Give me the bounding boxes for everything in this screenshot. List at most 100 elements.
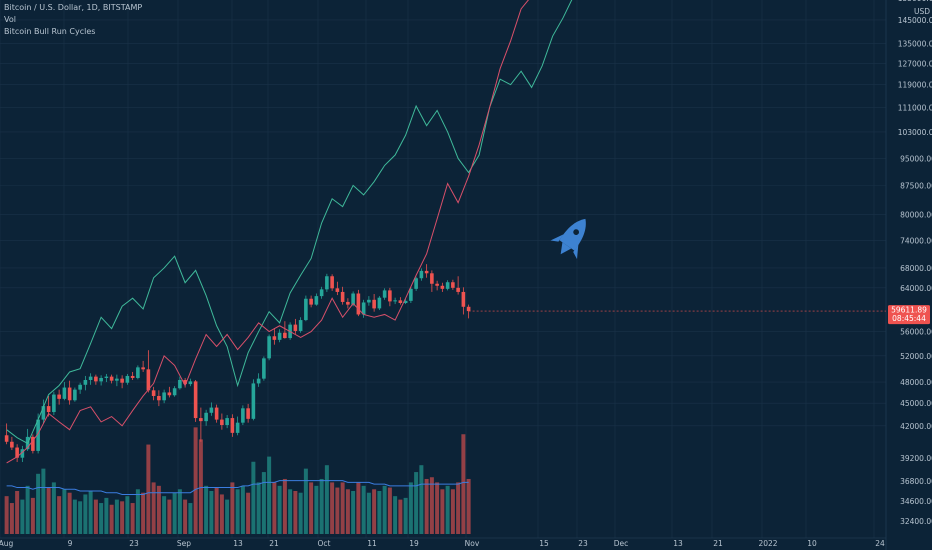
candle-body	[94, 376, 98, 382]
volume-bar	[324, 465, 329, 534]
volume-bar	[277, 485, 282, 534]
candle-body	[309, 298, 313, 305]
candle-body	[424, 270, 429, 274]
volume-bar	[246, 492, 251, 534]
volume-bar	[177, 489, 182, 534]
price-tick-label: 64000.00	[900, 284, 932, 293]
volume-bar	[146, 444, 151, 534]
price-tick-label: 48000.00	[900, 378, 932, 387]
time-tick-label: Nov	[465, 539, 480, 548]
candle-body	[52, 394, 56, 413]
volume-bar	[67, 492, 72, 534]
candle-body	[409, 288, 413, 301]
candle-body	[225, 418, 229, 425]
volume-bar	[183, 499, 188, 534]
volume-bar	[36, 473, 41, 534]
time-tick-label: 23	[578, 539, 588, 548]
volume-bar	[356, 482, 361, 534]
candle-body	[146, 369, 151, 391]
candle-body	[120, 378, 124, 383]
candle-body	[57, 394, 61, 399]
candle-body	[104, 376, 109, 378]
volume-bar	[167, 499, 172, 534]
candle-body	[214, 407, 219, 420]
candle-body	[4, 435, 9, 442]
volume-bar	[345, 489, 350, 534]
volume-indicator-label[interactable]: Vol	[4, 15, 16, 24]
volume-bar	[4, 496, 9, 534]
volume-bar	[440, 489, 445, 534]
volume-bar	[15, 491, 20, 534]
time-tick-label: 13	[673, 539, 683, 548]
candle-body	[456, 287, 460, 292]
volume-bar	[309, 482, 314, 534]
candle-body	[41, 406, 46, 420]
volume-bar	[298, 492, 303, 534]
volume-bar	[377, 491, 382, 534]
bull-run-indicator-label[interactable]: Bitcoin Bull Run Cycles	[4, 27, 96, 36]
volume-bar	[435, 482, 440, 534]
cycle-line-green	[6, 0, 573, 445]
volume-bars	[4, 427, 471, 534]
time-tick-label: 15	[539, 539, 549, 548]
candle-body	[31, 436, 35, 451]
volume-bar	[204, 485, 209, 534]
candle-body	[314, 296, 319, 305]
price-tick-label: 103000.00	[898, 128, 932, 137]
volume-bar	[267, 456, 272, 534]
candle-body	[262, 358, 266, 379]
candle-body	[172, 388, 177, 396]
price-tick-label: 145000.00	[898, 16, 932, 25]
symbol-title[interactable]: Bitcoin / U.S. Dollar, 1D, BITSTAMP	[4, 3, 143, 12]
candle-body	[178, 380, 182, 389]
candle-body	[136, 367, 140, 378]
candle-body	[204, 412, 208, 422]
volume-bar	[456, 482, 461, 534]
candle-body	[83, 380, 88, 385]
volume-bar	[135, 489, 140, 534]
price-tick-label: 119000.00	[898, 81, 932, 90]
candle-body	[435, 283, 439, 286]
cycle-line-red	[6, 0, 530, 464]
candle-body	[393, 300, 397, 302]
candle-body	[298, 320, 303, 331]
candle-body	[325, 276, 329, 290]
volume-bar	[235, 489, 240, 534]
price-tick-label: 74000.00	[900, 236, 932, 245]
volume-bar	[209, 491, 214, 534]
candle-body	[46, 406, 51, 413]
price-tick-label: 80000.00	[900, 211, 932, 220]
volume-bar	[25, 485, 30, 534]
candle-body	[130, 375, 135, 378]
volume-bar	[403, 497, 408, 534]
volume-bar	[162, 496, 167, 534]
volume-bar	[230, 482, 235, 534]
candle-body	[293, 324, 298, 331]
candle-body	[267, 336, 271, 359]
candle-body	[20, 449, 25, 458]
volume-bar	[51, 482, 56, 534]
candle-body	[241, 408, 245, 423]
candle-body	[272, 336, 277, 340]
price-tick-label: 135000.00	[898, 39, 932, 48]
current-price-badge	[888, 305, 930, 325]
volume-bar	[172, 492, 177, 534]
volume-bar	[335, 487, 340, 534]
bar-countdown-label: 08:45:44	[892, 314, 926, 323]
candle-body	[304, 298, 308, 321]
price-tick-label: 68000.00	[900, 264, 932, 273]
volume-bar	[46, 487, 51, 534]
grid-lines	[0, 0, 887, 550]
volume-bar	[351, 491, 356, 534]
volume-bar	[109, 504, 114, 534]
volume-bar	[62, 489, 67, 534]
volume-bar	[198, 439, 203, 534]
time-tick-label: Aug	[0, 539, 14, 548]
volume-bar	[93, 499, 98, 534]
volume-bar	[141, 492, 146, 534]
volume-bar	[445, 485, 450, 534]
candle-body	[193, 381, 198, 419]
